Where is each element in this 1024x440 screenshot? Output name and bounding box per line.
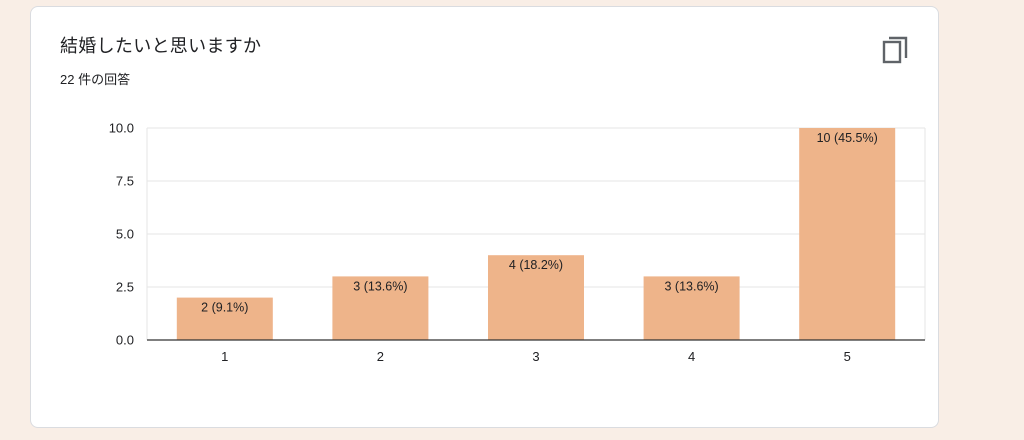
question-card: 結婚したいと思いますか 22 件の回答 0.0 2.5 5.0 7.5 10.0 2 (9… (30, 6, 939, 428)
x-tick-label: 5 (844, 349, 851, 364)
y-tick-label: 2.5 (116, 280, 134, 295)
y-tick-label: 10.0 (109, 121, 134, 136)
bar-data-label: 3 (13.6%) (353, 279, 407, 293)
y-tick-label: 7.5 (116, 174, 134, 189)
copy-icon (882, 36, 908, 64)
copy-chart-button[interactable] (881, 36, 911, 68)
bar (176, 297, 273, 340)
bar (488, 255, 584, 340)
bar-chart: 0.0 2.5 5.0 7.5 10.0 2 (9.1%) 1 3 (13.6%) 2 4 (18… (109, 121, 926, 364)
bar-data-label: 3 (13.6%) (664, 279, 718, 293)
x-tick-label: 2 (377, 349, 384, 364)
bar-data-label: 10 (45.5%) (817, 131, 878, 145)
x-tick-label: 1 (221, 349, 228, 364)
bar (332, 276, 429, 340)
y-tick-label: 5.0 (116, 227, 134, 242)
bar (799, 128, 896, 340)
bar-data-label: 2 (9.1%) (201, 301, 248, 315)
x-tick-label: 3 (532, 349, 539, 364)
x-tick-label: 4 (688, 349, 695, 364)
response-count: 22 件の回答 (60, 72, 131, 87)
question-title: 結婚したいと思いますか (60, 36, 262, 56)
y-tick-label: 0.0 (116, 333, 134, 348)
bar (643, 276, 740, 340)
bar-data-label: 4 (18.2%) (509, 258, 563, 272)
